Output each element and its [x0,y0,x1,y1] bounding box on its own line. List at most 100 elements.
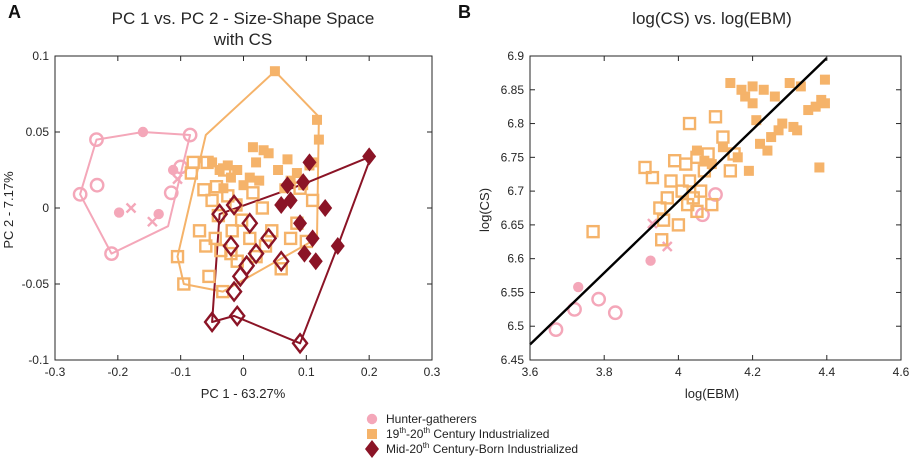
point-industrial19-open [682,116,697,131]
y-tick-label: 0.05 [26,125,50,139]
point-industrial19-filled [717,142,728,153]
point-hunter-open [591,291,607,307]
point-hunter-filled [573,281,584,293]
y-tick-label: 6.7 [507,184,524,198]
legend-marker-industrial19 [367,429,377,439]
point-industrial19-open [202,269,216,284]
point-industrial19-filled [232,165,243,175]
point-mid20-filled [318,199,333,217]
point-industrial19-open [638,160,652,175]
point-hunter-cross [172,173,183,185]
point-industrial19-filled [758,84,769,95]
point-industrial19-filled [740,91,751,102]
panel-b-letter: B [458,2,471,22]
point-industrial19-filled [795,81,806,92]
point-hunter-cross [147,216,158,228]
point-industrial19-filled [810,101,821,112]
x-tick-label: -0.1 [170,365,191,379]
x-tick-label: 3.8 [596,365,613,379]
point-industrial19-filled [747,98,758,109]
point-industrial19-filled [769,91,780,102]
panel-a-chart: A PC 1 vs. PC 2 - Size-Shape Space with … [1,2,441,401]
panel-a-letter: A [8,2,21,22]
point-industrial19-filled [777,118,788,129]
legend-marker-hunter [366,413,378,425]
point-industrial19-filled [251,157,262,168]
point-industrial19-open [186,155,200,170]
point-industrial19-filled [743,165,754,176]
point-mid20-filled [302,153,317,172]
point-mid20-filled [296,173,311,192]
point-industrial19-filled [762,145,773,156]
point-industrial19-open [705,197,719,212]
point-industrial19-open [199,239,213,253]
point-mid20-open [228,304,246,327]
point-hunter-filled [645,255,656,266]
point-mid20-open [247,242,265,265]
point-mid20-filled [297,244,312,263]
point-industrial19-filled [819,98,830,109]
y-tick-label: 6.9 [507,49,524,63]
point-industrial19-filled [691,145,702,156]
point-industrial19-filled [273,165,284,175]
panel-a-ylabel: PC 2 - 7.17% [1,171,16,249]
point-industrial19-filled [699,155,710,166]
x-tick-label: -0.2 [107,365,128,379]
y-tick-label: 6.75 [501,150,525,164]
point-industrial19-filled [766,132,777,143]
point-mid20-filled [305,229,320,248]
point-industrial19-open [645,170,660,185]
point-industrial19-filled [725,78,736,89]
point-hunter-open [89,132,104,148]
point-industrial19-filled [819,74,830,85]
point-industrial19-filled [736,84,747,95]
point-hunter-cross [125,202,137,214]
point-industrial19-filled [263,148,274,159]
y-tick-label: 0 [42,201,49,215]
point-hunter-filled [167,164,179,176]
plot-frame [529,55,902,361]
point-industrial19-open [671,218,686,232]
panel-a-title-line2: with CS [213,30,273,49]
x-tick-label: 3.6 [522,365,539,379]
x-tick-label: 4.4 [818,365,835,379]
hull-hunter [79,131,192,255]
point-industrial19-filled [803,105,814,116]
point-industrial19-open [205,193,219,208]
point-hunter-cross [661,241,673,252]
point-industrial19-open [664,174,678,188]
point-industrial19-open [283,231,298,246]
point-hunter-open [182,127,198,143]
point-industrial19-open [723,164,738,178]
point-industrial19-filled [225,172,236,183]
y-tick-label: -0.05 [22,277,50,291]
point-mid20-open [225,194,243,216]
y-tick-label: 0.1 [32,49,49,63]
point-hunter-filled [113,207,125,218]
point-industrial19-open [192,224,207,238]
point-hunter-filled [137,126,149,138]
point-industrial19-filled [751,115,762,126]
x-tick-label: 0 [240,365,247,379]
y-tick-label: 6.55 [501,285,525,299]
point-industrial19-open [170,249,185,264]
legend-label-industrial19: 19th-20th Century Industrialized [386,426,549,441]
y-tick-label: 6.85 [501,83,525,97]
point-industrial19-open [246,186,260,200]
point-industrial19-open [197,183,211,197]
point-industrial19-filled [258,145,269,156]
point-industrial19-filled [247,142,258,153]
point-mid20-filled [280,176,295,195]
point-industrial19-filled [238,180,249,191]
point-industrial19-filled [254,175,265,186]
point-industrial19-open [255,201,270,215]
point-industrial19-filled [207,157,218,168]
legend-marker-mid20 [365,440,379,458]
point-mid20-open [222,235,240,257]
point-hunter-open [607,305,623,321]
y-tick-label: 6.5 [507,319,524,333]
point-industrial19-open [177,277,191,291]
point-industrial19-open [708,110,723,124]
panel-b-xlabel: log(EBM) [685,386,739,401]
